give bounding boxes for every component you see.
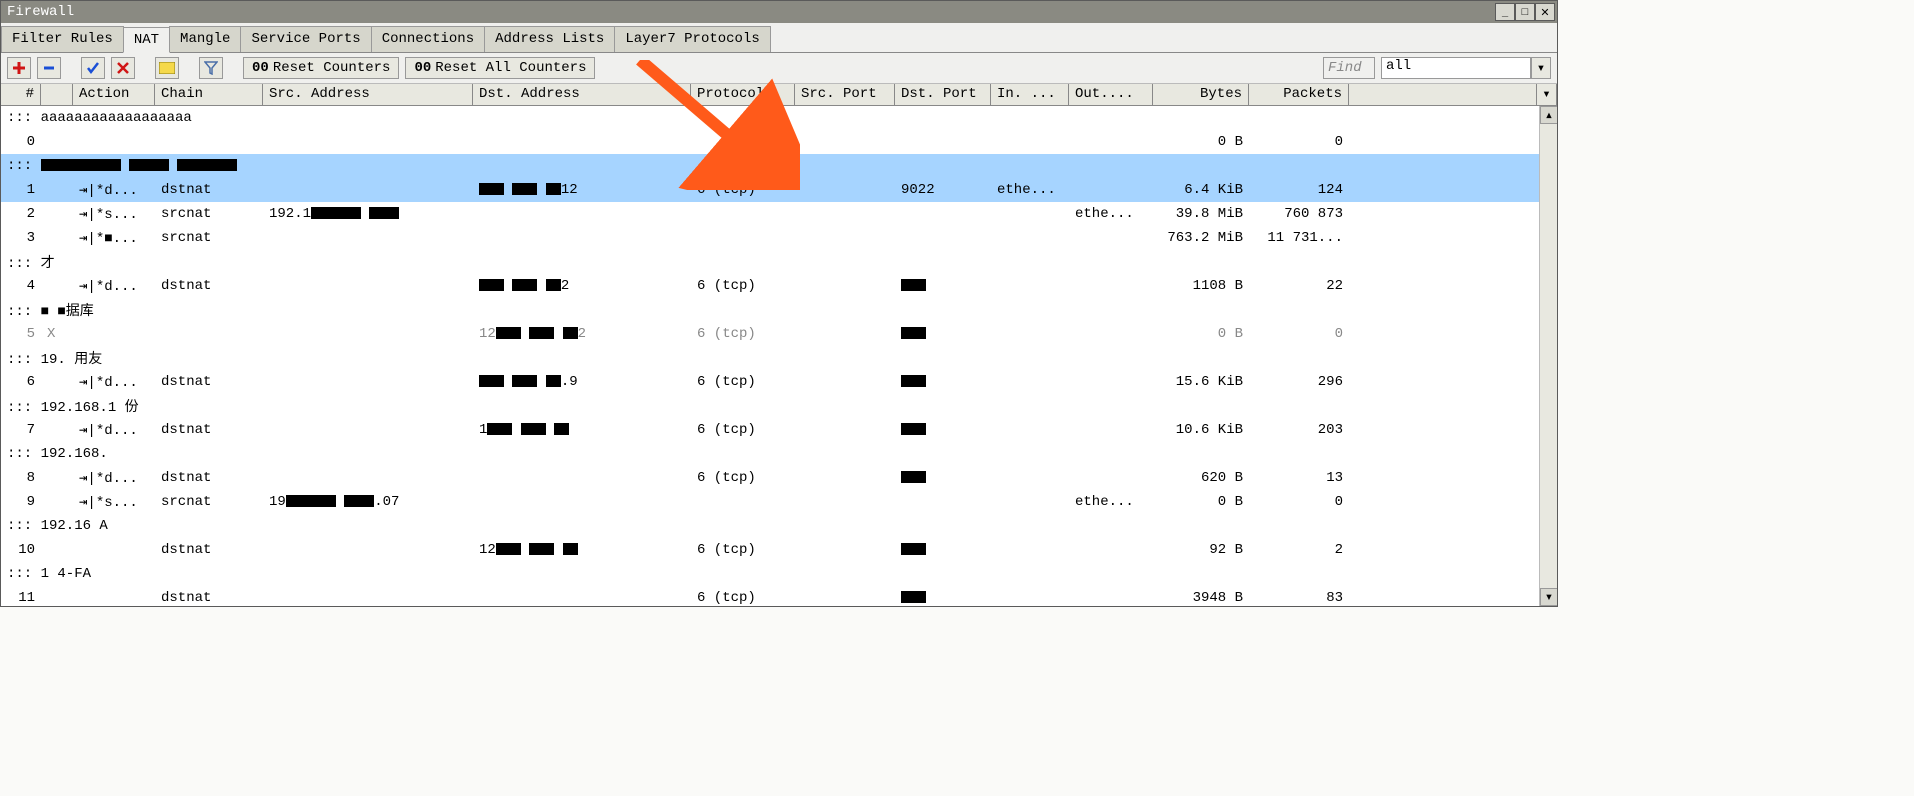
tab-address-lists[interactable]: Address Lists [484,26,615,52]
table-row[interactable]: 5X12 26 (tcp)0 B0 [1,322,1557,346]
reset-all-label: Reset All Counters [435,60,586,76]
table-row[interactable]: 2⇥|*s...srcnat192.1 ethe...39.8 MiB760 8… [1,202,1557,226]
table-row[interactable]: 1⇥|*d...dstnat 126 (tcp)9022ethe...6.4 K… [1,178,1557,202]
tab-nat[interactable]: NAT [123,27,170,53]
tab-layer7-protocols[interactable]: Layer7 Protocols [614,26,770,52]
table-body: ::: aaaaaaaaaaaaaaaaaa00 B0::: 1⇥|*d...d… [1,106,1557,606]
enable-button[interactable] [81,57,105,79]
vertical-scrollbar[interactable]: ▴ ▾ [1539,106,1557,606]
col-action[interactable]: Action [73,84,155,105]
col-dst-address[interactable]: Dst. Address [473,84,691,105]
col-dst-port[interactable]: Dst. Port [895,84,991,105]
reset-all-counters-button[interactable]: 00 Reset All Counters [405,57,595,79]
columns-dropdown-icon[interactable]: ▾ [1537,84,1557,105]
disable-button[interactable] [111,57,135,79]
col-src-address[interactable]: Src. Address [263,84,473,105]
table-row[interactable]: 6⇥|*d...dstnat .96 (tcp)15.6 KiB296 [1,370,1557,394]
firewall-window: Firewall _ □ ✕ Filter RulesNATMangleServ… [0,0,1558,607]
table-row[interactable]: ::: 192.16 A [1,514,1557,538]
window-controls: _ □ ✕ [1495,3,1555,21]
col-packets[interactable]: Packets [1249,84,1349,105]
reset-label: Reset Counters [273,60,391,76]
tab-mangle[interactable]: Mangle [169,26,241,52]
toolbar: 00 Reset Counters 00 Reset All Counters … [1,53,1557,84]
rule-table: # Action Chain Src. Address Dst. Address… [1,84,1557,606]
col-src-port[interactable]: Src. Port [795,84,895,105]
scroll-up-icon[interactable]: ▴ [1540,106,1557,124]
filter-button[interactable] [199,57,223,79]
find-input[interactable]: Find [1323,57,1375,79]
col-bytes[interactable]: Bytes [1153,84,1249,105]
minimize-button[interactable]: _ [1495,3,1515,21]
tab-connections[interactable]: Connections [371,26,485,52]
filter-dropdown-icon[interactable]: ▾ [1531,57,1551,79]
table-row[interactable]: ::: 19. 用友 [1,346,1557,370]
table-row[interactable]: ::: 才 [1,250,1557,274]
window-titlebar: Firewall _ □ ✕ [1,1,1557,23]
comment-button[interactable] [155,57,179,79]
table-row[interactable]: 11dstnat6 (tcp)3948 B83 [1,586,1557,606]
tab-bar: Filter RulesNATMangleService PortsConnec… [1,23,1557,53]
reset-prefix: 00 [252,60,269,76]
col-out-interface[interactable]: Out.... [1069,84,1153,105]
table-row[interactable]: 9⇥|*s...srcnat19 .07ethe...0 B0 [1,490,1557,514]
close-button[interactable]: ✕ [1535,3,1555,21]
table-row[interactable]: ::: 192.168. [1,442,1557,466]
table-row[interactable]: 00 B0 [1,130,1557,154]
col-in-interface[interactable]: In. ... [991,84,1069,105]
table-row[interactable]: ::: aaaaaaaaaaaaaaaaaa [1,106,1557,130]
window-title: Firewall [7,4,74,20]
remove-button[interactable] [37,57,61,79]
scroll-down-icon[interactable]: ▾ [1540,588,1557,606]
col-index[interactable]: # [1,84,41,105]
col-protocol[interactable]: Protocol [691,84,795,105]
table-row[interactable]: 10dstnat12 6 (tcp)92 B2 [1,538,1557,562]
table-row[interactable]: ::: 192.168.1 份 [1,394,1557,418]
reset-counters-button[interactable]: 00 Reset Counters [243,57,399,79]
table-row[interactable]: ::: [1,154,1557,178]
add-button[interactable] [7,57,31,79]
tab-service-ports[interactable]: Service Ports [240,26,371,52]
table-row[interactable]: 3⇥|*■...srcnat763.2 MiB11 731... [1,226,1557,250]
table-row[interactable]: 4⇥|*d...dstnat 26 (tcp)1108 B22 [1,274,1557,298]
col-flag[interactable] [41,84,73,105]
table-header: # Action Chain Src. Address Dst. Address… [1,84,1557,106]
maximize-button[interactable]: □ [1515,3,1535,21]
tab-filter-rules[interactable]: Filter Rules [1,26,124,52]
col-chain[interactable]: Chain [155,84,263,105]
table-row[interactable]: 8⇥|*d...dstnat6 (tcp)620 B13 [1,466,1557,490]
table-row[interactable]: ::: 1 4-FA [1,562,1557,586]
filter-select[interactable]: all [1381,57,1531,79]
reset-all-prefix: 00 [414,60,431,76]
table-row[interactable]: ::: ■ ■据库 [1,298,1557,322]
table-row[interactable]: 7⇥|*d...dstnat1 6 (tcp)10.6 KiB203 [1,418,1557,442]
